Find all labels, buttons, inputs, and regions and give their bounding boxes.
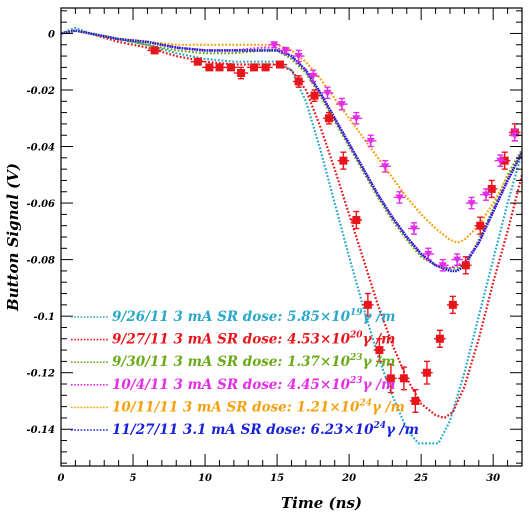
- x-tick-label: 5: [130, 473, 137, 484]
- data-point-2-2: [279, 46, 292, 55]
- legend-label: 11/27/11 3.1 mA SR dose: 6.23×1024γ /m: [112, 421, 419, 438]
- legend-entry-3: 9/30/11 3 mA SR dose: 1.37×1023γ /m: [71, 353, 395, 370]
- data-point-2-8: [364, 134, 377, 148]
- data-point-2-14: [451, 253, 463, 266]
- legend-entry-5: 10/11/11 3 mA SR dose: 1.21×1024γ /m: [71, 398, 405, 415]
- data-point-2-12: [422, 247, 435, 261]
- data-point-2-6: [336, 97, 348, 111]
- series-line-5: [61, 29, 522, 244]
- x-tick-label: 25: [413, 473, 428, 484]
- data-point-2-15: [465, 196, 478, 210]
- y-tick-label: -0.1: [33, 312, 55, 323]
- y-tick-label: -0.14: [26, 425, 55, 436]
- data-point-2-4: [307, 69, 319, 83]
- series-line-4: [61, 29, 522, 270]
- legend-label: 10/11/11 3 mA SR dose: 1.21×1024γ /m: [112, 398, 405, 415]
- x-tick-label: 30: [486, 473, 500, 484]
- data-point-1-12: [323, 111, 335, 125]
- data-point-1-14: [350, 210, 363, 230]
- data-point-2-16: [480, 188, 492, 201]
- y-tick-label: -0.06: [26, 199, 55, 210]
- y-tick-label: -0.04: [26, 143, 55, 154]
- legend-label: 9/30/11 3 mA SR dose: 1.37×1023γ /m: [112, 353, 395, 370]
- legend: 9/26/11 3 mA SR dose: 5.85×1019γ /m 9/27/…: [71, 308, 419, 438]
- data-point-1-23: [460, 256, 472, 275]
- legend-entry-1: 9/26/11 3 mA SR dose: 5.85×1019γ /m: [71, 308, 395, 325]
- data-point-1-18: [398, 366, 410, 391]
- data-point-1-20: [421, 360, 433, 385]
- x-tick-label: 15: [270, 473, 284, 484]
- data-point-1-11: [308, 89, 321, 102]
- data-point-2-7: [350, 111, 363, 125]
- plot-frame: [60, 7, 523, 467]
- axis-layer: 0 5 10 15 20 25 30 0 -0.02 -0.04 -0.06 -0.08 -0.1 -0.…: [26, 8, 522, 484]
- y-tick-label: -0.02: [26, 86, 55, 97]
- data-point-1-8: [258, 63, 273, 72]
- x-axis-title: Time (ns): [281, 494, 362, 512]
- legend-label: 9/26/11 3 mA SR dose: 5.85×1019γ /m: [112, 308, 395, 325]
- legend-label: 10/4/11 3 mA SR dose: 4.45×1023γ /m: [112, 376, 395, 393]
- data-point-1-21: [434, 329, 446, 348]
- data-point-1-15: [362, 292, 374, 317]
- x-tick-label: 20: [341, 473, 356, 484]
- data-point-2-5: [321, 86, 334, 100]
- y-axis-title: Button Signal (V): [4, 163, 22, 312]
- data-point-2-11: [408, 222, 420, 235]
- data-point-1-5: [223, 63, 239, 72]
- y-tick-label: 0: [48, 29, 55, 40]
- data-point-1-9: [272, 60, 288, 69]
- data-point-2-10: [393, 191, 406, 204]
- data-point-1-13: [337, 151, 350, 170]
- data-point-1-24: [474, 216, 486, 235]
- data-point-2-3: [292, 49, 305, 63]
- series-line-2: [61, 29, 522, 420]
- x-tick-label: 0: [58, 473, 65, 484]
- data-point-1-22: [447, 295, 459, 315]
- data-point-1-19: [409, 388, 422, 413]
- y-tick-label: -0.08: [26, 256, 55, 267]
- data-point-1-2: [190, 57, 206, 66]
- data-point-1-16: [373, 338, 386, 363]
- marker-layer: [147, 41, 521, 413]
- legend-entry-4: 10/4/11 3 mA SR dose: 4.45×1023γ /m: [71, 376, 395, 393]
- series-line-1: [61, 26, 522, 445]
- data-point-1-10: [292, 75, 305, 88]
- legend-entry-2: 9/27/11 3 mA SR dose: 4.53×1020γ /m: [71, 331, 395, 348]
- data-point-2-9: [379, 159, 391, 173]
- data-point-2-1: [268, 41, 280, 49]
- data-point-1-6: [233, 66, 249, 80]
- series-line-6: [61, 29, 522, 273]
- legend-label: 9/27/11 3 mA SR dose: 4.53×1020γ /m: [112, 331, 395, 348]
- data-point-1-1: [147, 46, 162, 55]
- x-tick-label: 10: [198, 473, 212, 484]
- data-point-2-13: [437, 258, 449, 272]
- legend-entry-6: 11/27/11 3.1 mA SR dose: 6.23×1024γ /m: [71, 421, 419, 438]
- y-tick-label: -0.12: [26, 369, 55, 380]
- series-line-3: [61, 29, 522, 270]
- data-point-1-17: [385, 363, 397, 394]
- data-point-2-17: [494, 154, 507, 168]
